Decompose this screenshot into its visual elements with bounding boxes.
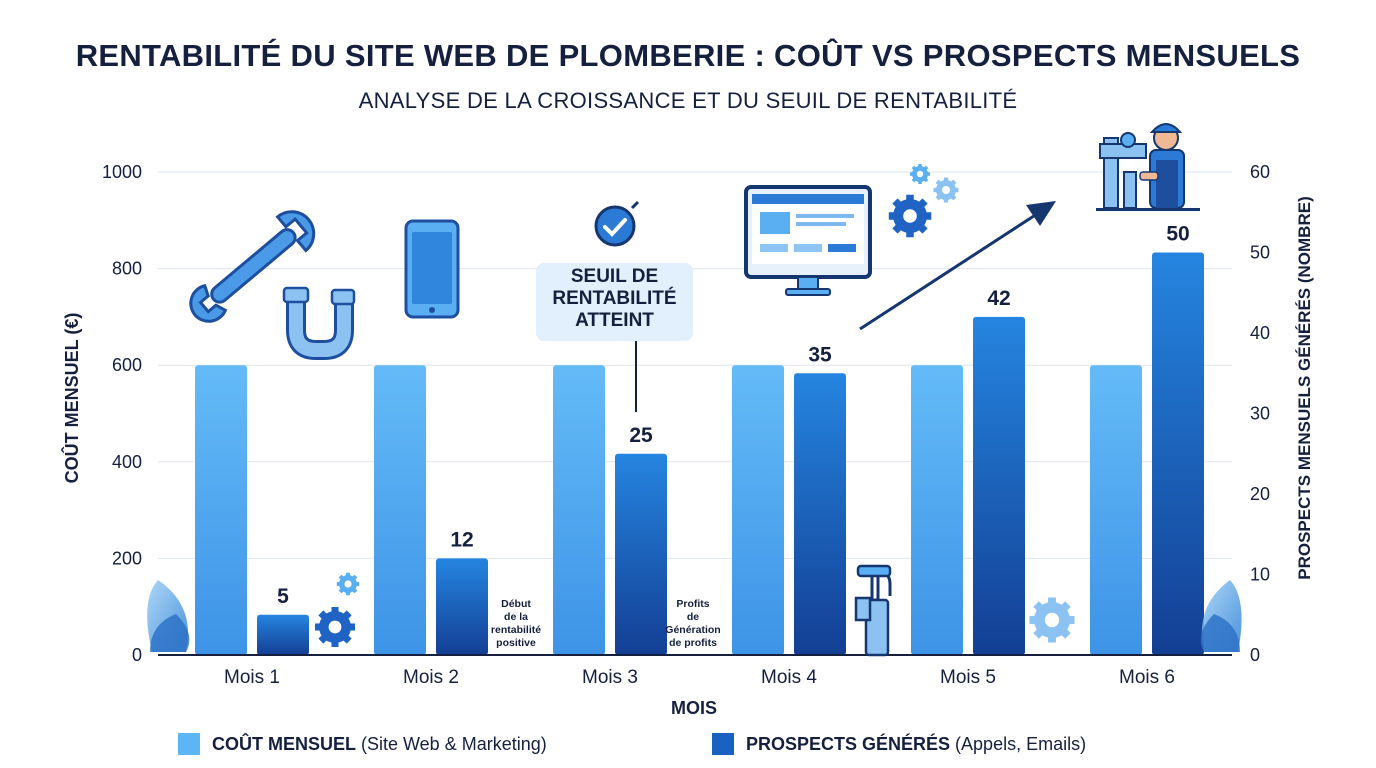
grid-lines (158, 171, 1232, 559)
legend-prospects-rest: (Appels, Emails) (955, 733, 1087, 754)
leaf-left-icon (147, 580, 190, 652)
gear-icon-4 (910, 164, 930, 184)
x-tick-1: Mois 1 (224, 667, 280, 688)
legend-swatch-prospects (712, 733, 734, 755)
callout-line-3: ATTEINT (575, 310, 654, 331)
wrench-icon (189, 210, 316, 323)
bar-prospects-4 (794, 373, 846, 655)
x-tick-6: Mois 6 (1119, 667, 1175, 688)
legend-item-prospects: PROSPECTS GÉNÉRÉS (Appels, Emails) (712, 733, 1086, 755)
note-start-line-3: rentabilité (490, 624, 542, 636)
growth-arrow-icon (859, 201, 1056, 331)
x-tick-5: Mois 5 (940, 667, 996, 688)
bar-cost-2 (374, 365, 426, 655)
gear-icon-3 (888, 194, 932, 238)
data-label-prospects-5: 42 (987, 287, 1010, 310)
y-tick-right-3: 30 (1250, 404, 1270, 424)
check-badge-icon (594, 200, 640, 247)
legend-cost-rest: (Site Web & Marketing) (361, 733, 547, 754)
y-tick-left-0: 0 (132, 645, 142, 665)
bar-prospects-6 (1152, 252, 1204, 655)
legend-item-cost: COÛT MENSUEL (Site Web & Marketing) (178, 733, 547, 755)
bar-cost-5 (911, 365, 963, 655)
y-tick-right-2: 20 (1250, 484, 1270, 504)
x-axis-label: MOIS (671, 698, 717, 718)
note-start-profitability: Début de la rentabilité positive (484, 598, 548, 650)
note-profits-line-1: Profits (676, 598, 710, 610)
note-profits: Profits de Génération de profits (660, 598, 726, 650)
note-start-line-4: positive (496, 637, 536, 649)
note-start-line-2: de la (504, 611, 528, 623)
gear-icon-6 (1029, 597, 1075, 643)
y-tick-left-2: 400 (112, 452, 142, 472)
x-tick-2: Mois 2 (403, 667, 459, 688)
gear-icon-1 (315, 607, 355, 647)
note-profits-line-4: de profits (669, 637, 717, 649)
y-tick-left-1: 200 (112, 548, 142, 568)
data-label-prospects-3: 25 (629, 424, 653, 447)
bar-prospects-3 (615, 453, 667, 655)
data-label-prospects-2: 12 (450, 528, 473, 551)
note-start-line-1: Début (501, 598, 531, 610)
x-tick-4: Mois 4 (761, 667, 817, 688)
legend-swatch-cost (178, 733, 200, 755)
y-tick-right-1: 10 (1250, 565, 1270, 585)
bar-cost-6 (1090, 365, 1142, 655)
faucet-icon (854, 564, 892, 657)
monitor-icon (744, 185, 872, 296)
leaf-right-icon (1200, 580, 1242, 652)
y-tick-right-5: 50 (1250, 243, 1270, 263)
chart-title: RENTABILITÉ DU SITE WEB DE PLOMBERIE : C… (75, 38, 1301, 73)
legend-prospects-bold: PROSPECTS GÉNÉRÉS (746, 733, 951, 754)
y-tick-left-4: 800 (112, 259, 142, 279)
plumber-icon (1096, 123, 1200, 211)
axes-group: 0 200 400 600 800 1000 0 10 20 30 40 50 60 Mois 1 Mois… (61, 162, 1314, 718)
y-tick-left-3: 600 (112, 355, 142, 375)
bar-cost-1 (195, 365, 247, 655)
gear-icons (315, 164, 1075, 647)
y-axis-label-right: PROSPECTS MENSUELS GÉNÉRÉS (NOMBRE) (1295, 196, 1314, 580)
gear-icon-5 (933, 177, 959, 203)
y-axis-label-left: COÛT MENSUEL (€) (61, 313, 82, 484)
y-tick-right-0: 0 (1250, 645, 1260, 665)
bar-prospects-1 (257, 614, 309, 655)
chart-subtitle: ANALYSE DE LA CROISSANCE ET DU SEUIL DE … (358, 88, 1018, 113)
note-profits-line-2: de (686, 611, 700, 623)
y-tick-right-6: 60 (1250, 162, 1270, 182)
bar-cost-3 (553, 365, 605, 655)
legend-cost-bold: COÛT MENSUEL (212, 733, 356, 754)
breakeven-callout: SEUIL DE RENTABILITÉ ATTEINT (536, 263, 693, 341)
callout-line-1: SEUIL DE (570, 266, 659, 287)
data-label-prospects-6: 50 (1166, 223, 1189, 246)
bars-group: 5 12 25 35 42 50 (195, 223, 1204, 655)
gear-icon-2 (336, 572, 360, 596)
y-tick-right-4: 40 (1250, 323, 1270, 343)
data-label-prospects-1: 5 (277, 585, 289, 608)
bar-cost-4 (732, 365, 784, 655)
data-label-prospects-4: 35 (808, 343, 832, 366)
smartphone-icon (404, 219, 460, 319)
x-tick-3: Mois 3 (582, 667, 638, 688)
note-profits-line-3: Génération (665, 624, 721, 636)
bar-prospects-2 (436, 558, 488, 655)
pipe-icon (282, 286, 356, 360)
callout-line-2: RENTABILITÉ (552, 288, 677, 309)
bar-prospects-5 (973, 316, 1025, 655)
y-tick-left-5: 1000 (102, 162, 142, 182)
